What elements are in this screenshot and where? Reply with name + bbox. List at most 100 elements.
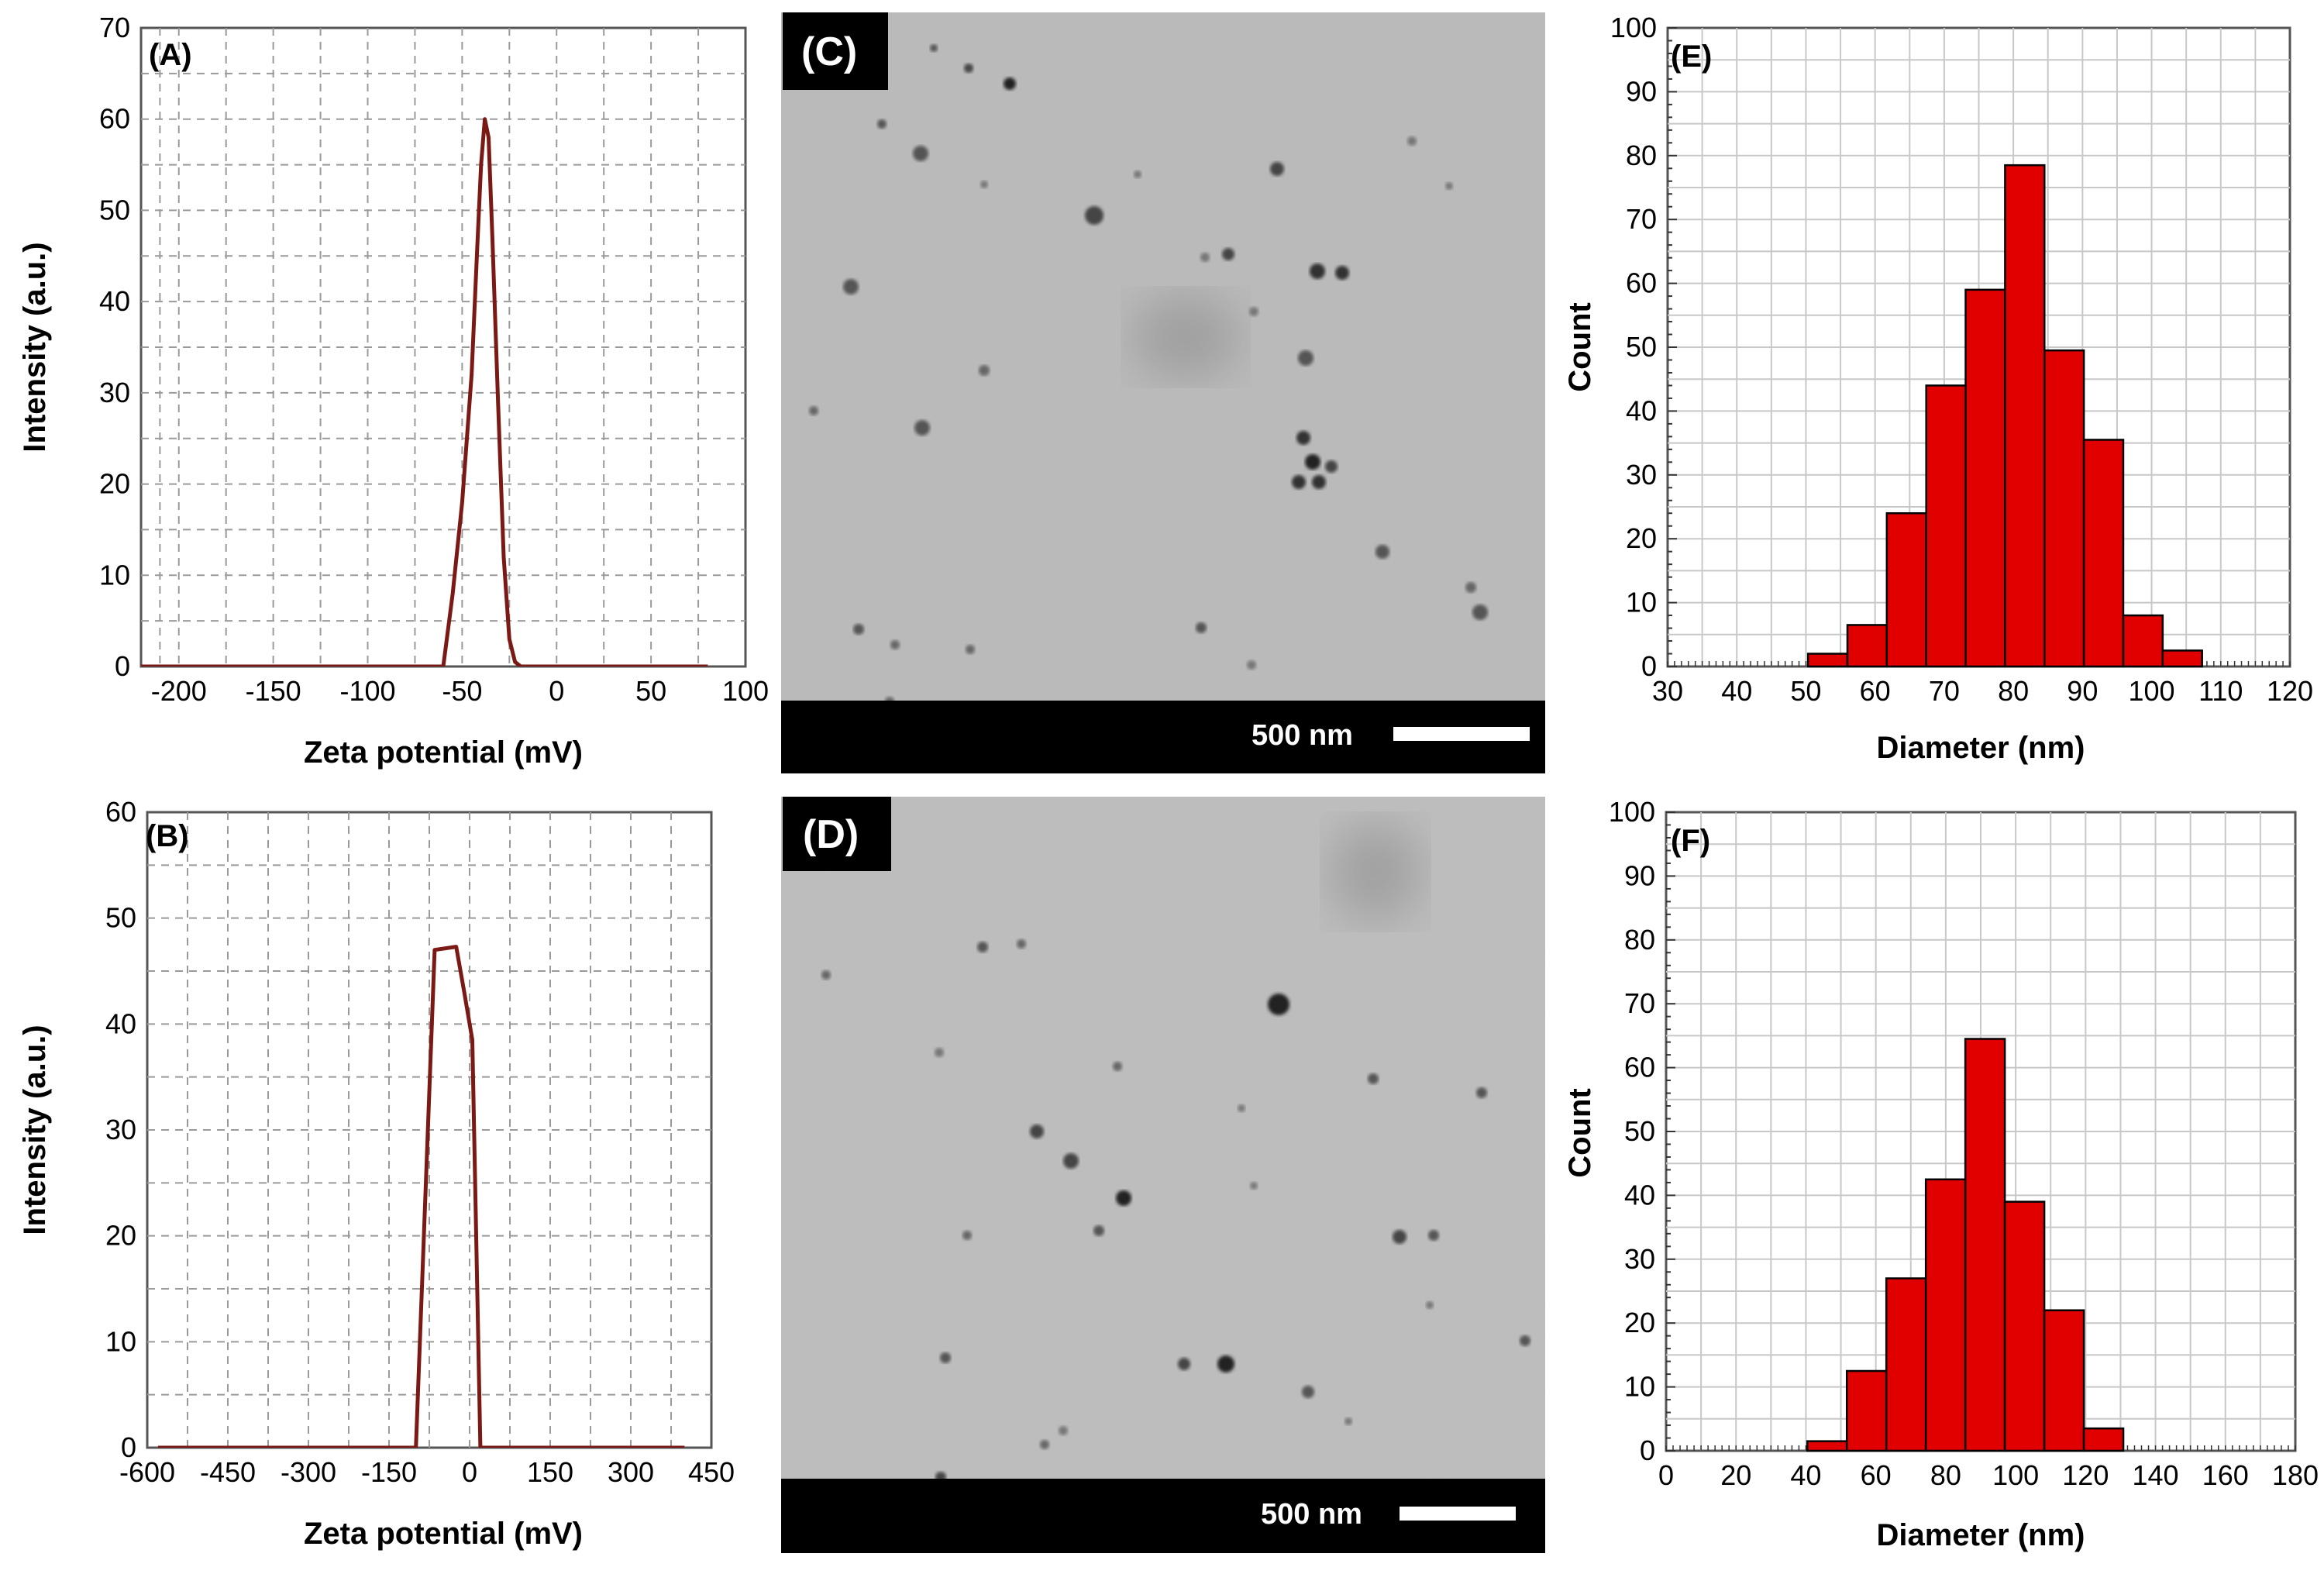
y-tick-label: 40 xyxy=(105,1007,136,1039)
x-tick-label: 120 xyxy=(2062,1459,2109,1491)
y-axis-label: Count xyxy=(1563,1088,1597,1178)
nanoparticle xyxy=(1134,170,1141,178)
nanoparticle xyxy=(1222,248,1234,260)
y-tick-label: 40 xyxy=(1626,394,1657,426)
x-axis-label: Diameter (nm) xyxy=(1877,731,2085,765)
x-tick-label: 450 xyxy=(688,1456,735,1488)
x-tick-label: 60 xyxy=(1860,675,1891,707)
nanoparticle xyxy=(1472,604,1488,620)
y-tick-label: 30 xyxy=(105,1114,136,1145)
y-tick-label: 0 xyxy=(121,1431,136,1463)
nanoparticle xyxy=(1476,1087,1487,1098)
x-tick-label: 30 xyxy=(1652,675,1683,707)
histogram-bar xyxy=(2004,164,2046,668)
y-tick-label: 0 xyxy=(1641,650,1657,682)
y-tick-label: 10 xyxy=(1626,587,1657,618)
x-tick-label: -300 xyxy=(281,1456,336,1488)
y-axis-label: Count xyxy=(1563,302,1597,392)
y-tick-label: 90 xyxy=(1624,859,1655,891)
histogram-bar xyxy=(2043,1309,2085,1452)
nanoparticle xyxy=(1017,939,1026,949)
nanoparticle xyxy=(1310,263,1325,279)
nanoparticle xyxy=(1116,1190,1131,1206)
tick-labels: 30 40 50 60 70 80 90 100 110 120 0 10 20 30 40 50 60 70 80… xyxy=(1610,12,2313,707)
scale-bar xyxy=(1400,1507,1516,1521)
nanoparticle xyxy=(1368,1073,1379,1084)
x-axis-label: Diameter (nm) xyxy=(1877,1518,2085,1552)
x-tick-label: -100 xyxy=(339,675,395,707)
nanoparticle xyxy=(1375,545,1389,559)
nanoparticle xyxy=(809,406,818,415)
x-tick-label: 100 xyxy=(722,675,769,707)
histogram-bar xyxy=(2161,649,2203,668)
x-tick-label: 0 xyxy=(549,675,564,707)
histogram-bar xyxy=(1964,288,2006,668)
panel-d-tem-image: (D) 500 nm xyxy=(781,797,1545,1553)
y-tick-label: 20 xyxy=(105,1220,136,1252)
y-tick-label: 30 xyxy=(99,377,130,408)
nanoparticle xyxy=(977,942,988,952)
tick-labels: -600 -450 -300 -150 0 150 300 450 0 10 20 30 40 50 60 xyxy=(105,796,735,1488)
y-tick-label: 50 xyxy=(1626,331,1657,363)
nanoparticle xyxy=(1298,350,1313,366)
histogram-bars xyxy=(1806,164,2203,668)
nanoparticle xyxy=(1407,136,1417,146)
nanoparticle xyxy=(914,420,930,436)
y-tick-label: 20 xyxy=(99,468,130,500)
y-tick-label: 80 xyxy=(1624,924,1655,956)
y-tick-label: 60 xyxy=(1626,267,1657,299)
panel-e-histogram: 30 40 50 60 70 80 90 100 110 120 0 10 20 30 40 50 60 70 80… xyxy=(1563,12,2313,765)
x-tick-label: 90 xyxy=(2067,675,2098,707)
x-tick-label: 140 xyxy=(2133,1459,2179,1491)
histogram-bar xyxy=(2082,439,2125,668)
nanoparticle xyxy=(1093,1225,1104,1236)
nanoparticle xyxy=(930,44,938,52)
x-tick-label: 120 xyxy=(2267,675,2313,707)
y-tick-label: 10 xyxy=(105,1325,136,1357)
nanoparticle xyxy=(1004,77,1016,90)
x-tick-label: 50 xyxy=(1790,675,1821,707)
nanoparticle xyxy=(1270,162,1284,176)
nanoparticle xyxy=(1302,1386,1314,1398)
nanoparticle xyxy=(1393,1230,1406,1244)
histogram-bar xyxy=(1885,511,1927,668)
panel-f-histogram: 0 20 40 60 80 100 120 140 160 180 0 10 20 30 40 50 60 70 8… xyxy=(1563,796,2319,1552)
nanoparticle xyxy=(980,181,988,188)
x-tick-label: 50 xyxy=(635,675,666,707)
x-tick-label: 20 xyxy=(1720,1459,1751,1491)
y-tick-label: 70 xyxy=(99,12,130,43)
panel-b-zeta-chart: -600 -450 -300 -150 0 150 300 4500102030405060 … xyxy=(18,796,735,1551)
x-tick-label: 180 xyxy=(2272,1459,2319,1491)
nanoparticle xyxy=(1217,1355,1234,1373)
nanoparticles xyxy=(809,44,1488,706)
y-tick-label: 20 xyxy=(1624,1307,1655,1338)
nanoparticle xyxy=(935,1048,944,1057)
diffuse-blob xyxy=(1329,821,1422,922)
x-tick-label: 40 xyxy=(1790,1459,1821,1491)
y-tick-label: 10 xyxy=(1624,1371,1655,1403)
y-tick-label: 50 xyxy=(1624,1115,1655,1147)
x-tick-label: -200 xyxy=(151,675,207,707)
x-tick-label: 40 xyxy=(1721,675,1752,707)
x-tick-label: -50 xyxy=(442,675,482,707)
nanoparticle xyxy=(843,279,859,294)
y-tick-label: 0 xyxy=(1640,1435,1655,1466)
histogram-bar xyxy=(1806,1440,1848,1452)
panel-label-a: (A) xyxy=(149,38,192,72)
panel-label-b: (B) xyxy=(146,819,189,853)
x-tick-label: -150 xyxy=(246,675,301,707)
nanoparticle xyxy=(1247,660,1256,670)
y-tick-label: 70 xyxy=(1626,203,1657,235)
nanoparticle xyxy=(877,119,887,129)
x-axis-label: Zeta potential (mV) xyxy=(304,735,583,770)
nanoparticle xyxy=(1200,253,1210,262)
x-tick-label: 80 xyxy=(1930,1459,1961,1491)
nanoparticle xyxy=(1465,582,1476,593)
histogram-bar xyxy=(2082,1427,2125,1452)
nanoparticle xyxy=(1250,1182,1258,1190)
x-tick-label: 80 xyxy=(1998,675,2029,707)
panel-a-zeta-chart: -200 -150 -100 -50 0 50 100 0 10 20 30 40 50 60 70 (A)… xyxy=(18,12,769,770)
nanoparticle xyxy=(1312,475,1326,489)
grid-lines xyxy=(1667,27,2291,667)
histogram-bar xyxy=(2043,349,2085,668)
